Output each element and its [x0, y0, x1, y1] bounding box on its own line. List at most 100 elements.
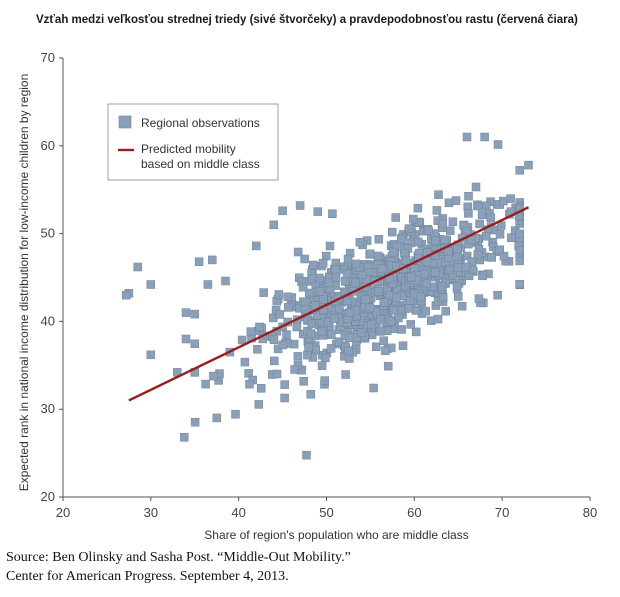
- data-point: [255, 322, 264, 332]
- data-point: [438, 219, 448, 229]
- data-point: [391, 213, 400, 222]
- data-point: [462, 132, 472, 142]
- data-point: [317, 327, 327, 336]
- data-point: [493, 290, 502, 300]
- data-point: [327, 330, 336, 339]
- data-point: [398, 341, 408, 350]
- data-point: [478, 271, 487, 281]
- trend-line-group: [128, 206, 530, 402]
- data-point: [146, 280, 156, 289]
- data-point: [283, 292, 293, 302]
- data-point: [457, 301, 467, 311]
- data-point: [401, 255, 411, 265]
- data-point: [345, 308, 354, 317]
- data-point: [431, 236, 440, 245]
- y-tick-label: 30: [41, 401, 55, 416]
- data-point: [324, 278, 334, 288]
- data-point: [231, 409, 240, 419]
- data-point: [392, 293, 401, 303]
- y-tick-label: 50: [41, 226, 55, 241]
- data-point: [283, 303, 293, 312]
- x-tick-label: 30: [144, 505, 158, 520]
- data-point: [246, 327, 256, 336]
- data-point: [367, 320, 376, 330]
- data-point: [146, 350, 156, 360]
- data-point: [317, 361, 327, 370]
- data-point: [432, 206, 442, 215]
- data-point: [221, 276, 230, 286]
- data-point: [190, 417, 200, 427]
- data-point: [272, 369, 282, 379]
- data-point: [365, 249, 375, 259]
- data-point: [376, 314, 385, 324]
- data-point: [298, 282, 308, 292]
- data-point: [414, 237, 423, 247]
- data-point: [441, 306, 451, 316]
- data-point: [190, 309, 200, 319]
- data-point: [524, 160, 533, 170]
- data-point: [306, 329, 316, 338]
- data-point: [334, 337, 344, 346]
- data-point: [361, 295, 371, 304]
- data-point: [498, 196, 508, 206]
- data-point: [312, 311, 322, 320]
- legend-prediction-label-2: based on middle class: [141, 157, 260, 171]
- source-line-2: Center for American Progress. September …: [6, 569, 289, 584]
- data-point: [301, 297, 311, 307]
- data-point: [290, 365, 299, 374]
- data-point: [404, 304, 414, 313]
- data-point: [515, 246, 524, 255]
- data-point: [306, 390, 316, 399]
- data-point: [340, 277, 350, 286]
- data-points: [121, 132, 533, 460]
- data-point: [434, 190, 443, 199]
- data-point: [299, 377, 308, 386]
- data-point: [133, 262, 142, 272]
- data-point: [295, 201, 305, 210]
- data-point: [421, 306, 430, 316]
- data-point: [278, 206, 287, 216]
- data-point: [269, 220, 279, 230]
- data-point: [453, 263, 463, 272]
- x-axis-label: Share of region's population who are mid…: [204, 528, 468, 542]
- data-point: [515, 166, 524, 175]
- data-point: [321, 251, 331, 261]
- data-point: [386, 317, 396, 327]
- data-point: [341, 370, 350, 379]
- data-point: [437, 282, 447, 291]
- data-point: [433, 314, 443, 324]
- source-citation: Source: Ben Olinsky and Sasha Post. “Mid…: [6, 548, 606, 586]
- data-point: [331, 272, 341, 282]
- data-point: [385, 291, 394, 300]
- data-point: [292, 322, 302, 332]
- data-point: [453, 292, 463, 301]
- y-tick-label: 20: [41, 489, 55, 504]
- data-point: [344, 346, 353, 355]
- data-point: [307, 319, 316, 329]
- data-point: [345, 333, 354, 343]
- data-point: [515, 279, 524, 289]
- data-point: [413, 203, 423, 213]
- data-point: [446, 226, 455, 235]
- data-point: [388, 247, 398, 257]
- data-point: [389, 305, 398, 315]
- data-point: [208, 255, 217, 265]
- data-point: [320, 376, 329, 385]
- source-line-1: Source: Ben Olinsky and Sasha Post. “Mid…: [6, 550, 351, 565]
- data-point: [467, 257, 477, 266]
- data-point: [376, 326, 386, 336]
- legend-observations-label: Regional observations: [141, 116, 260, 130]
- data-point: [181, 334, 191, 344]
- y-tick-label: 70: [41, 50, 55, 65]
- data-point: [462, 226, 472, 236]
- data-point: [482, 201, 491, 211]
- data-point: [309, 260, 318, 270]
- data-point: [440, 235, 450, 244]
- data-point: [282, 330, 291, 339]
- data-point: [487, 253, 496, 262]
- data-point: [351, 278, 360, 288]
- data-point: [190, 339, 200, 349]
- data-point: [251, 241, 261, 251]
- data-point: [351, 259, 361, 269]
- data-point: [397, 325, 406, 334]
